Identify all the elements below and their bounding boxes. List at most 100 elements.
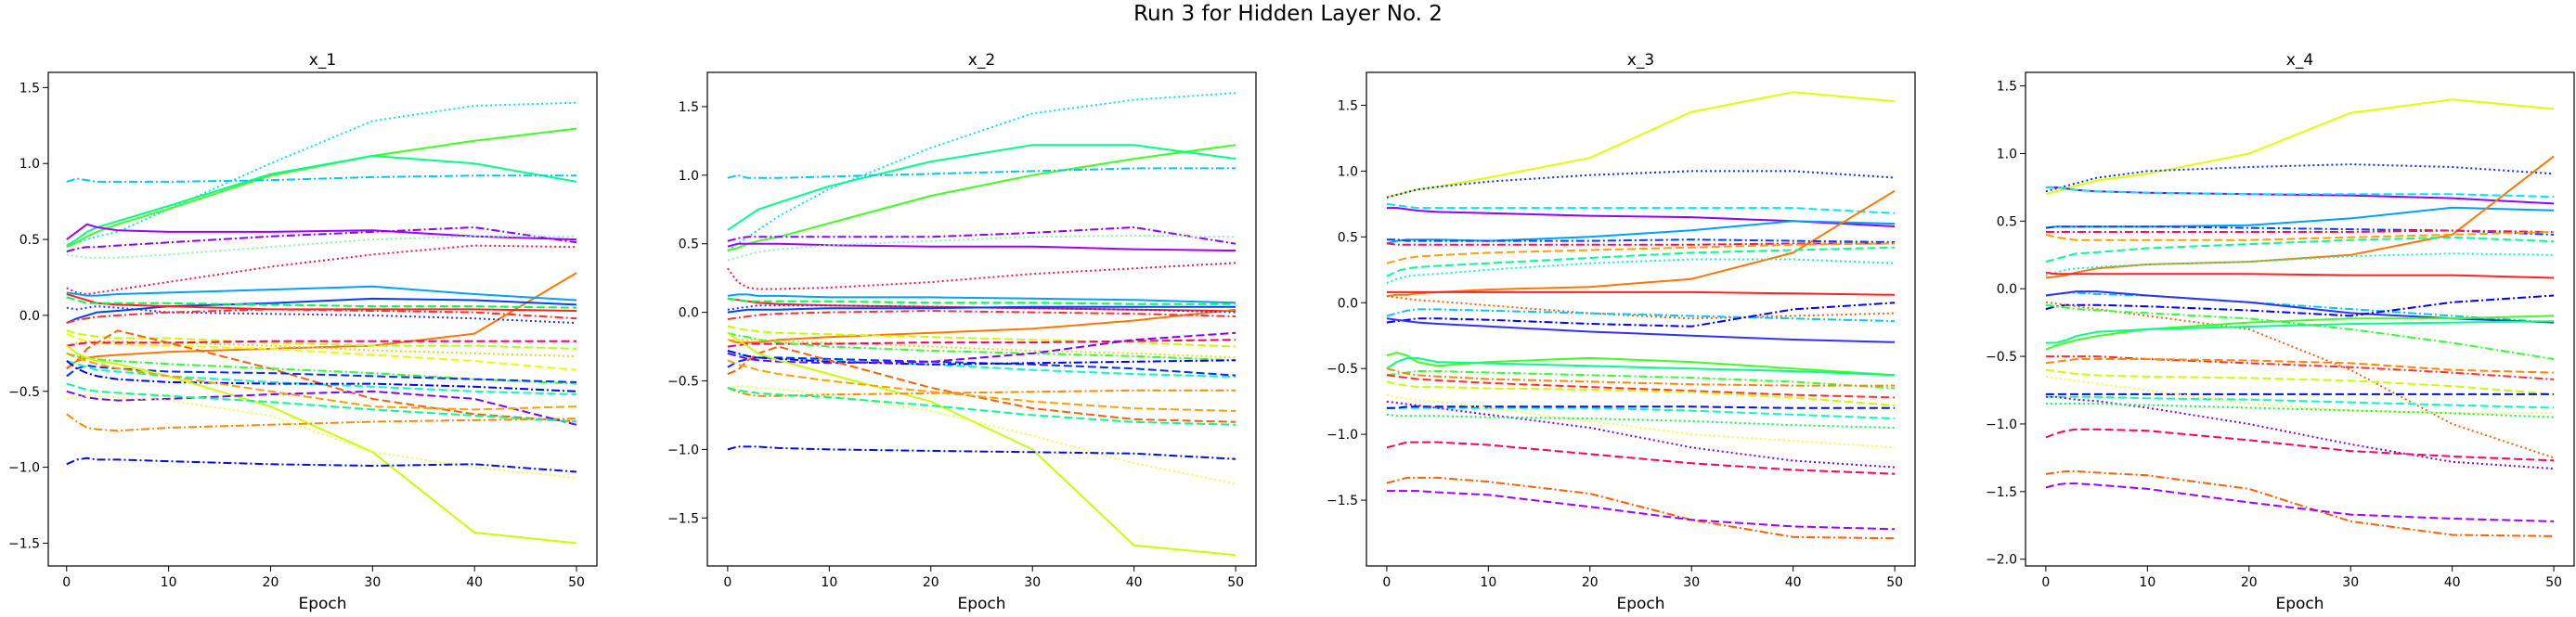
series-line-23 [1386,406,1896,420]
y-tick-label: −0.5 [1327,362,1358,377]
series-line-19 [66,340,576,347]
axes-frame [47,71,598,567]
y-tick-label: −1.0 [8,461,40,476]
series-line-29 [727,359,1236,412]
series-line-25 [66,344,577,545]
series-line-6 [1386,189,1896,298]
series-line-16 [66,329,577,350]
series-line-5 [2045,206,2555,229]
series-line-14 [727,304,1236,314]
series-line-31 [66,456,577,473]
series-line-27 [2045,470,2555,537]
y-tick-label: −1.5 [8,536,40,551]
series-line-26 [1386,441,1896,475]
series-line-5 [1386,220,1896,245]
y-tick-label: 1.5 [1338,98,1358,113]
series-line-26 [66,413,577,432]
series-line-25 [1386,400,1896,469]
series-line-28 [2045,482,2555,522]
series-group [1386,91,1896,540]
series-line-18 [1386,356,1896,377]
series-line-13 [1386,295,1896,320]
series-line-19 [727,331,1236,362]
series-line-26 [2045,428,2555,462]
y-tick-label: −1.5 [1986,485,2017,500]
series-line-10 [2045,236,2555,264]
series-line-1 [1386,91,1896,199]
x-tick-label: 0 [1382,575,1391,590]
series-line-4 [66,174,576,183]
series-line-14 [66,305,577,325]
figure-title: Run 3 for Hidden Layer No. 2 [1133,2,1443,26]
series-line-9 [2045,231,2555,241]
x-tick-label: 20 [2241,575,2258,590]
series-group [727,92,1236,557]
x-tick-label: 30 [1024,575,1041,590]
series-line-30 [2045,403,2555,418]
chart-title: x_1 [309,51,336,70]
series-line-3 [2045,186,2555,205]
series-group [2045,98,2555,537]
series-line-13 [66,296,577,309]
series-line-25 [2045,395,2555,470]
y-tick-label: −1.0 [1986,418,2017,432]
x-tick-label: 40 [2444,575,2461,590]
series-line-15 [66,308,577,325]
series-line-20 [66,329,577,423]
series-line-14 [2045,290,2555,324]
x-tick-label: 10 [1480,575,1496,590]
y-tick-label: 0.5 [679,238,699,252]
y-tick-label: −1.5 [1327,494,1358,508]
series-line-5 [66,223,577,241]
x-tick-label: 0 [62,575,71,590]
y-tick-label: −1.0 [1327,428,1358,443]
series-line-10 [727,293,1236,304]
series-line-11 [727,297,1236,305]
x-tick-label: 50 [568,575,585,590]
series-line-20 [1386,374,1896,399]
x-tick-label: 50 [2545,575,2562,590]
x-tick-label: 10 [161,575,177,590]
y-tick-label: 1.5 [19,81,40,96]
chart-panel-2: 0 10 20 30 40 50 −1.5 −1.0 −0.5 0.0 0.5 1.0 1.5 x_2 Ep… [667,51,1257,613]
series-line-28 [727,386,1236,426]
series-line-23 [66,360,577,395]
series-line-21 [2045,358,2555,374]
series-line-18 [66,332,577,371]
series-line-17 [66,340,577,358]
series-line-16 [1386,317,1896,343]
series-line-4 [727,167,1236,179]
y-tick-label: 1.0 [1997,147,2017,161]
series-line-10 [1386,246,1896,277]
y-tick-label: −0.5 [667,375,699,390]
series-line-21 [727,356,1236,377]
x-axis-label: Epoch [298,595,346,613]
series-line-11 [1386,258,1896,284]
axes-frame [706,71,1257,567]
series-line-4 [1386,207,1896,227]
x-tick-label: 50 [1227,575,1244,590]
series-line-11 [2045,252,2555,276]
axes-frame [1366,71,1916,567]
series-line-8 [727,262,1236,290]
series-line-18 [2045,320,2555,344]
series-line-25 [727,331,1236,557]
series-line-12 [66,285,577,302]
y-tick-label: −2.0 [1986,553,2017,568]
series-line-27 [727,385,1236,485]
x-tick-label: 30 [1683,575,1700,590]
y-tick-label: 0.5 [1997,214,2017,229]
series-line-17 [2045,315,2555,351]
series-line-3 [66,155,577,247]
series-line-26 [727,386,1236,397]
x-tick-label: 50 [1886,575,1903,590]
chart-panel-4: 0 10 20 30 40 50 −2.0 −1.5 −1.0 −0.5 0.0 0.5 1.0 1.5 x… [1986,51,2575,613]
y-tick-label: 1.0 [679,169,699,184]
y-tick-label: −1.5 [667,511,699,526]
series-line-6 [2045,155,2555,279]
series-line-22 [2045,368,2555,395]
x-axis-label: Epoch [2275,595,2324,613]
series-line-12 [1386,290,1896,296]
series-line-3 [1386,202,1896,214]
